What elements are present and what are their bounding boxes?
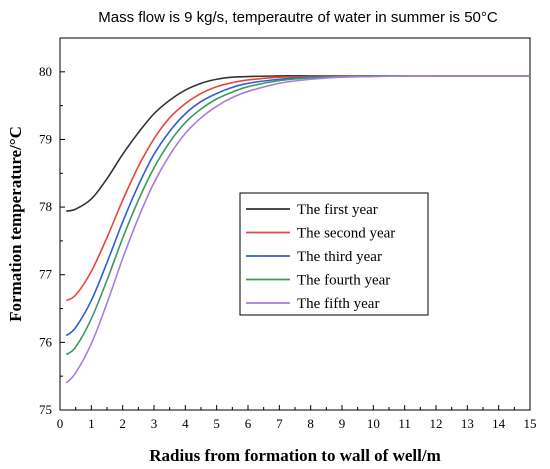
y-tick-label: 79 (39, 131, 52, 146)
x-tick-label: 8 (307, 416, 314, 431)
series-line-5 (65, 75, 530, 384)
x-tick-label: 10 (367, 416, 380, 431)
x-tick-label: 5 (213, 416, 220, 431)
y-tick-label: 78 (39, 199, 52, 214)
x-tick-label: 6 (245, 416, 252, 431)
x-tick-label: 13 (461, 416, 474, 431)
x-tick-label: 7 (276, 416, 283, 431)
x-tick-label: 1 (88, 416, 95, 431)
legend-label-5: The fifth year (297, 296, 379, 312)
x-tick-label: 0 (57, 416, 64, 431)
y-tick-label: 76 (39, 334, 53, 349)
legend-label-4: The fourth year (297, 273, 390, 289)
y-tick-label: 77 (39, 267, 53, 282)
y-axis-label: Formation temperature/°C (6, 126, 25, 322)
x-axis-label: Radius from formation to wall of well/m (149, 446, 441, 465)
x-tick-label: 3 (151, 416, 158, 431)
x-tick-label: 9 (339, 416, 346, 431)
legend-box (239, 192, 429, 316)
x-tick-label: 14 (492, 416, 506, 431)
legend-label-2: The second year (297, 226, 395, 242)
legend: The first year The second year The third y… (239, 192, 429, 316)
legend-label-3: The third year (297, 249, 382, 265)
y-tick-label: 80 (39, 64, 52, 79)
chart-title: Mass flow is 9 kg/s, temperautre of wate… (98, 9, 498, 26)
legend-label-1: The first year (297, 202, 378, 218)
series-lines (65, 75, 530, 384)
x-tick-label: 4 (182, 416, 189, 431)
x-tick-label: 12 (430, 416, 443, 431)
y-tick-label: 75 (39, 402, 52, 417)
x-tick-label: 11 (398, 416, 411, 431)
x-tick-label: 2 (119, 416, 126, 431)
x-tick-label: 15 (524, 416, 537, 431)
